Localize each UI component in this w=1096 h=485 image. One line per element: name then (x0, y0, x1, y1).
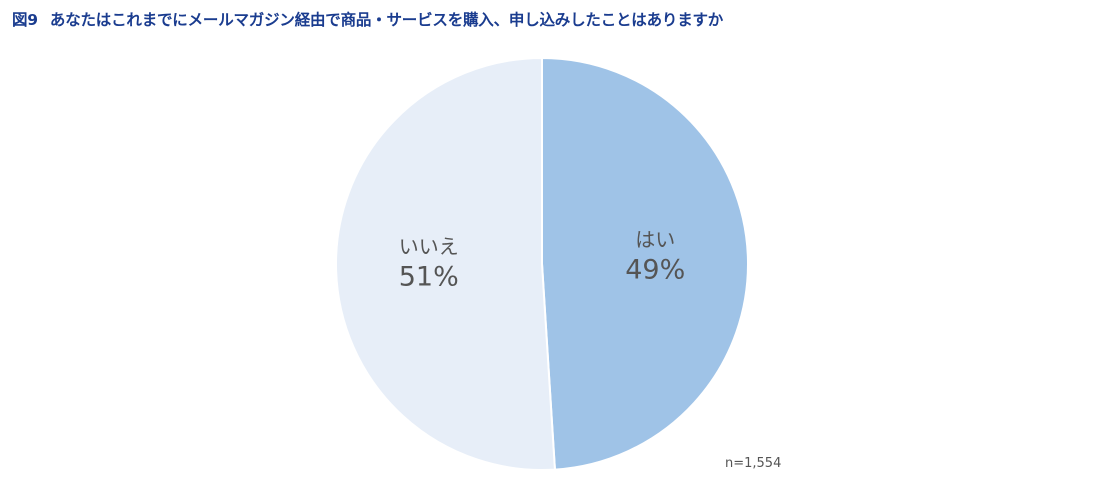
slice-category-label: いいえ (399, 235, 459, 259)
sample-size-note: n=1,554 (725, 456, 782, 471)
slice-category-label: はい (635, 227, 675, 251)
slice-value-label: 49% (625, 254, 685, 285)
figure-question: あなたはこれまでにメールマガジン経由で商品・サービスを購入、申し込みしたことはあ… (49, 11, 724, 29)
pie-slice-yes (541, 56, 749, 471)
slice-value-label: 51% (399, 262, 459, 293)
figure-number: 図9 (12, 11, 38, 29)
pie-slice-no (335, 56, 556, 471)
chart-title: 図9 あなたはこれまでにメールマガジン経由で商品・サービスを購入、申し込みしたこと… (12, 8, 723, 30)
